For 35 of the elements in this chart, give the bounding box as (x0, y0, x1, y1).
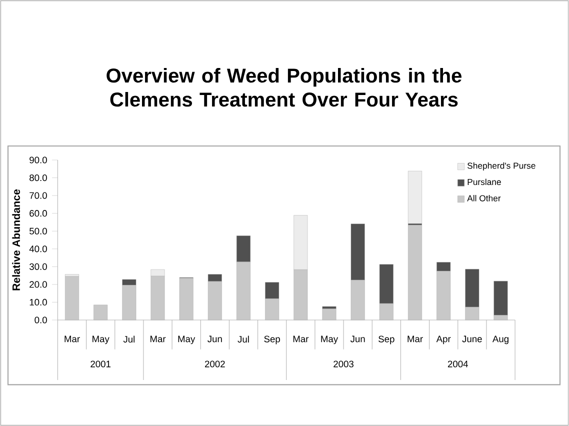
y-axis-title: Relative Abundance (12, 189, 20, 290)
y-tick-label: 40.0 (29, 246, 47, 252)
y-tick-label: 80.0 (30, 174, 47, 182)
text: 2001 (90, 360, 110, 368)
legend-label: Shepherd's Purse (468, 162, 536, 170)
x-tick-label: Mar (408, 336, 423, 342)
x-tick-label: Mar (150, 336, 166, 342)
y-tick-label: 10.0 (30, 298, 47, 306)
x-tick-label: Sep (264, 336, 280, 344)
x-tick-label: Jul (123, 336, 134, 343)
x-tick-label: Jul (238, 336, 249, 343)
x-tick-label: May (321, 336, 338, 344)
y-tick-label: 60.0 (30, 210, 47, 217)
x-tick-label: Sep (378, 336, 394, 344)
text: 2003 (334, 360, 354, 368)
x-tick-label: Mar (64, 336, 80, 342)
y-tick-label: 30.0 (30, 263, 47, 270)
chart-title: Overview of Weed Populations in the Clemens Treatment Over Four Years (106, 68, 462, 107)
x-tick-label: May (178, 336, 196, 344)
y-tick-label: 90.0 (30, 156, 47, 164)
x-tick-label: Jun (350, 336, 365, 342)
y-tick-label: 70.0 (30, 192, 47, 199)
legend-label: All Other (467, 194, 501, 202)
x-tick-label: Aug (492, 336, 508, 344)
x-tick-label: May (92, 336, 110, 344)
x-tick-label: June (462, 336, 482, 342)
y-tick-label: 0.0 (34, 316, 47, 324)
text: 2004 (448, 360, 468, 368)
x-tick-label: Jun (208, 336, 222, 342)
legend-label: Purslane (468, 178, 501, 186)
x-tick-label: Mar (293, 336, 309, 342)
y-tick-label: 50.0 (30, 228, 47, 234)
x-tick-label: Apr (436, 336, 451, 344)
y-tick-label: 20.0 (30, 281, 47, 288)
text: 2002 (204, 360, 225, 368)
